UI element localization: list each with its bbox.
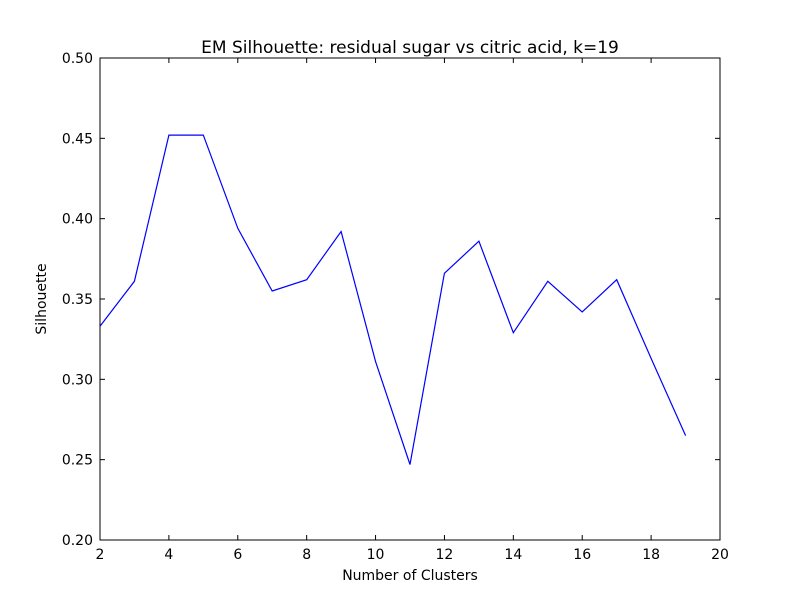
y-tick-label: 0.50 <box>62 51 93 67</box>
x-tick-label: 4 <box>164 547 173 563</box>
x-tick-label: 6 <box>233 547 242 563</box>
x-tick-label: 2 <box>96 547 105 563</box>
x-axis-label: Number of Clusters <box>342 568 478 584</box>
x-tick-label: 18 <box>642 547 660 563</box>
chart-title: EM Silhouette: residual sugar vs citric … <box>201 38 619 58</box>
plot-area <box>99 134 687 465</box>
x-tick-label: 10 <box>367 547 385 563</box>
y-axis-label: Silhouette <box>34 263 50 334</box>
y-tick-label: 0.35 <box>62 292 93 308</box>
y-tick-label: 0.25 <box>62 453 93 469</box>
x-tick-label: 16 <box>573 547 591 563</box>
y-tick-label: 0.40 <box>62 212 93 228</box>
x-tick-label: 8 <box>302 547 311 563</box>
series-line-0 <box>99 134 687 465</box>
x-tick-label: 20 <box>711 547 729 563</box>
y-tick-label: 0.30 <box>62 372 93 388</box>
x-axis: 2 4 6 8 10 12 14 16 18 20 <box>96 58 729 563</box>
x-tick-label: 14 <box>504 547 522 563</box>
y-tick-label: 0.45 <box>62 131 93 147</box>
y-tick-label: 0.20 <box>62 533 93 549</box>
plot-frame <box>99 57 721 541</box>
y-axis: 0.20 0.25 0.30 0.35 0.40 0.45 0.50 <box>62 51 720 549</box>
x-tick-label: 12 <box>436 547 454 563</box>
